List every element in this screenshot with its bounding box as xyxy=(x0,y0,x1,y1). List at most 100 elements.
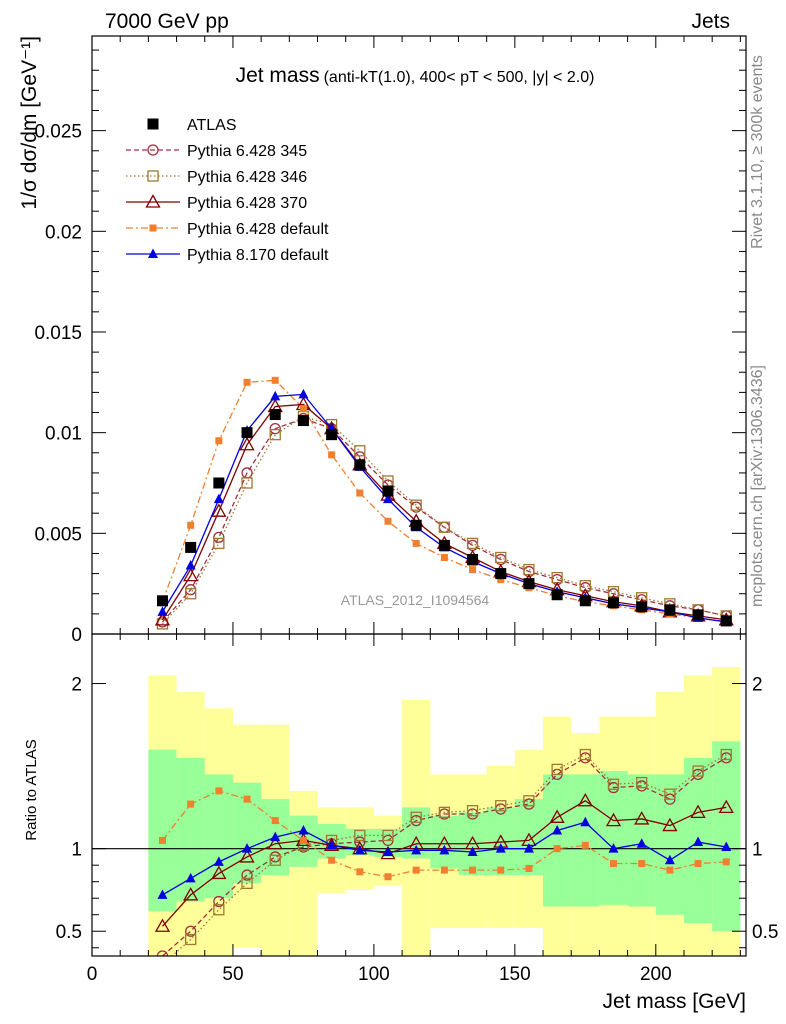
ratio-point-pythia-8-170-default xyxy=(608,843,619,853)
y-tick-label: 0.025 xyxy=(34,122,82,143)
header-right: Jets xyxy=(691,10,730,33)
point-pythia-6-428-default xyxy=(440,553,448,561)
ratio-point-pythia-6-428-370 xyxy=(323,837,340,852)
band-yellow xyxy=(289,790,318,956)
band-green xyxy=(148,749,177,912)
ratio-point-pythia-8-170-default xyxy=(636,838,647,848)
xlabel: Jet mass [GeV] xyxy=(602,990,746,1013)
band-green xyxy=(571,774,600,907)
ratio-point-pythia-8-170-default xyxy=(467,846,478,856)
x-tick-label: 50 xyxy=(222,964,243,985)
ratio-point-pythia-8-170-default xyxy=(213,856,224,866)
ratio-point-pythia-6-428-345 xyxy=(241,869,253,881)
y-tick-label: 0 xyxy=(71,625,82,646)
title-sub: (anti-kT(1.0), 400< pT < 500, |y| < 2.0) xyxy=(324,69,595,86)
ratio-y-tick-label-right: 1 xyxy=(752,840,763,861)
ratio-point-pythia-8-170-default xyxy=(242,843,253,853)
point-pythia-6-428-345 xyxy=(269,422,281,435)
x-tick-label: 150 xyxy=(499,964,531,985)
ratio-point-pythia-6-428-default xyxy=(722,858,730,866)
ratio-line-pythia-6-428-370 xyxy=(161,800,727,927)
ratio-point-pythia-6-428-370 xyxy=(239,849,255,863)
ratio-point-pythia-6-428-370 xyxy=(267,835,283,850)
ratio-point-pythia-8-170-default xyxy=(580,816,591,827)
point-pythia-6-428-346 xyxy=(495,551,507,564)
legend-label: Pythia 6.428 default xyxy=(187,221,329,238)
point-atlas xyxy=(213,477,225,489)
legend-marker xyxy=(148,248,158,258)
legend-label: Pythia 8.170 default xyxy=(187,247,329,264)
point-atlas xyxy=(438,539,450,551)
point-atlas xyxy=(664,604,676,616)
ratio-point-pythia-6-428-346 xyxy=(523,795,535,807)
line-pythia-6-428-346 xyxy=(161,415,727,625)
ratio-point-pythia-6-428-345 xyxy=(156,950,169,956)
ratio-point-pythia-6-428-370 xyxy=(577,792,593,807)
ratio-point-pythia-8-170-default xyxy=(382,846,393,856)
point-atlas xyxy=(636,601,648,613)
point-pythia-6-428-default xyxy=(187,521,195,529)
ratio-point-pythia-8-170-default xyxy=(326,839,337,850)
ratio-point-pythia-6-428-default xyxy=(694,860,702,868)
ratio-point-pythia-6-428-346 xyxy=(664,788,676,800)
point-atlas xyxy=(523,578,535,590)
x-tick-label: 100 xyxy=(358,964,390,985)
point-pythia-6-428-346 xyxy=(213,537,225,550)
ratio-point-pythia-6-428-default xyxy=(525,864,533,872)
point-atlas xyxy=(241,427,253,439)
ratio-point-pythia-6-428-370 xyxy=(154,918,171,932)
point-atlas xyxy=(692,609,704,621)
y-tick-label: 0.02 xyxy=(45,222,82,243)
point-pythia-6-428-370 xyxy=(154,612,171,626)
y-tick-label: 0.015 xyxy=(34,323,82,344)
ratio-point-pythia-6-428-346 xyxy=(410,811,422,823)
ratio-line-pythia-6-428-345 xyxy=(162,757,727,956)
ratio-point-pythia-6-428-370 xyxy=(605,812,622,827)
ratio-y-tick-label-right: 0.5 xyxy=(752,922,778,943)
point-pythia-6-428-default xyxy=(497,576,505,584)
point-pythia-6-428-default xyxy=(243,378,251,386)
chart-title: Jet mass (anti-kT(1.0), 400< pT < 500, |y… xyxy=(236,64,595,87)
point-pythia-6-428-370 xyxy=(211,503,227,517)
ratio-point-pythia-6-428-default xyxy=(328,856,336,864)
ratio-point-pythia-6-428-default xyxy=(440,866,448,874)
ratio-point-pythia-8-170-default xyxy=(270,831,281,842)
point-atlas xyxy=(269,409,281,421)
point-pythia-6-428-default xyxy=(299,404,307,412)
point-pythia-6-428-default xyxy=(215,437,223,445)
ratio-point-pythia-6-428-370 xyxy=(634,811,650,825)
ratio-point-pythia-6-428-default xyxy=(158,836,166,844)
ratio-point-pythia-6-428-370 xyxy=(718,799,734,814)
point-pythia-6-428-346 xyxy=(438,521,451,533)
ratio-point-pythia-6-428-default xyxy=(243,795,251,803)
ratio-point-pythia-8-170-default xyxy=(439,844,450,855)
ratio-line-pythia-6-428-346 xyxy=(170,753,727,956)
point-pythia-6-428-346 xyxy=(354,445,366,457)
point-atlas xyxy=(297,415,309,427)
legend-marker xyxy=(147,144,159,156)
ratio-point-pythia-6-428-370 xyxy=(183,887,199,901)
ratio-point-pythia-6-428-346 xyxy=(636,776,648,789)
y-tick-label: 0.01 xyxy=(45,424,82,445)
legend-marker xyxy=(147,170,159,182)
point-pythia-6-428-default xyxy=(469,566,477,574)
legend-item-pythia-6-428-370: Pythia 6.428 370 xyxy=(126,194,307,212)
ratio-point-pythia-6-428-default xyxy=(610,860,618,868)
point-pythia-8-170-default xyxy=(185,560,196,570)
band-green xyxy=(430,815,459,869)
band-green xyxy=(655,774,684,915)
ratio-point-pythia-8-170-default xyxy=(157,889,168,899)
ratio-point-pythia-8-170-default xyxy=(664,854,675,865)
ratio-point-pythia-8-170-default xyxy=(495,843,506,853)
point-pythia-6-428-default xyxy=(384,517,392,525)
legend: ATLAS Pythia 6.428 345 Pythia 6.428 346 Pyt… xyxy=(126,117,329,264)
ratio-point-pythia-6-428-370 xyxy=(549,809,565,823)
point-atlas xyxy=(579,595,591,607)
legend-item-pythia-6-428-345: Pythia 6.428 345 xyxy=(126,143,307,160)
analysis-id: ATLAS_2012_I1094564 xyxy=(341,592,490,608)
point-pythia-6-428-default xyxy=(356,489,364,497)
point-pythia-6-428-346 xyxy=(579,580,591,592)
ratio-point-pythia-6-428-346 xyxy=(692,765,704,777)
y-tick-label: 0.005 xyxy=(34,524,82,545)
ratio-point-pythia-8-170-default xyxy=(185,872,196,883)
